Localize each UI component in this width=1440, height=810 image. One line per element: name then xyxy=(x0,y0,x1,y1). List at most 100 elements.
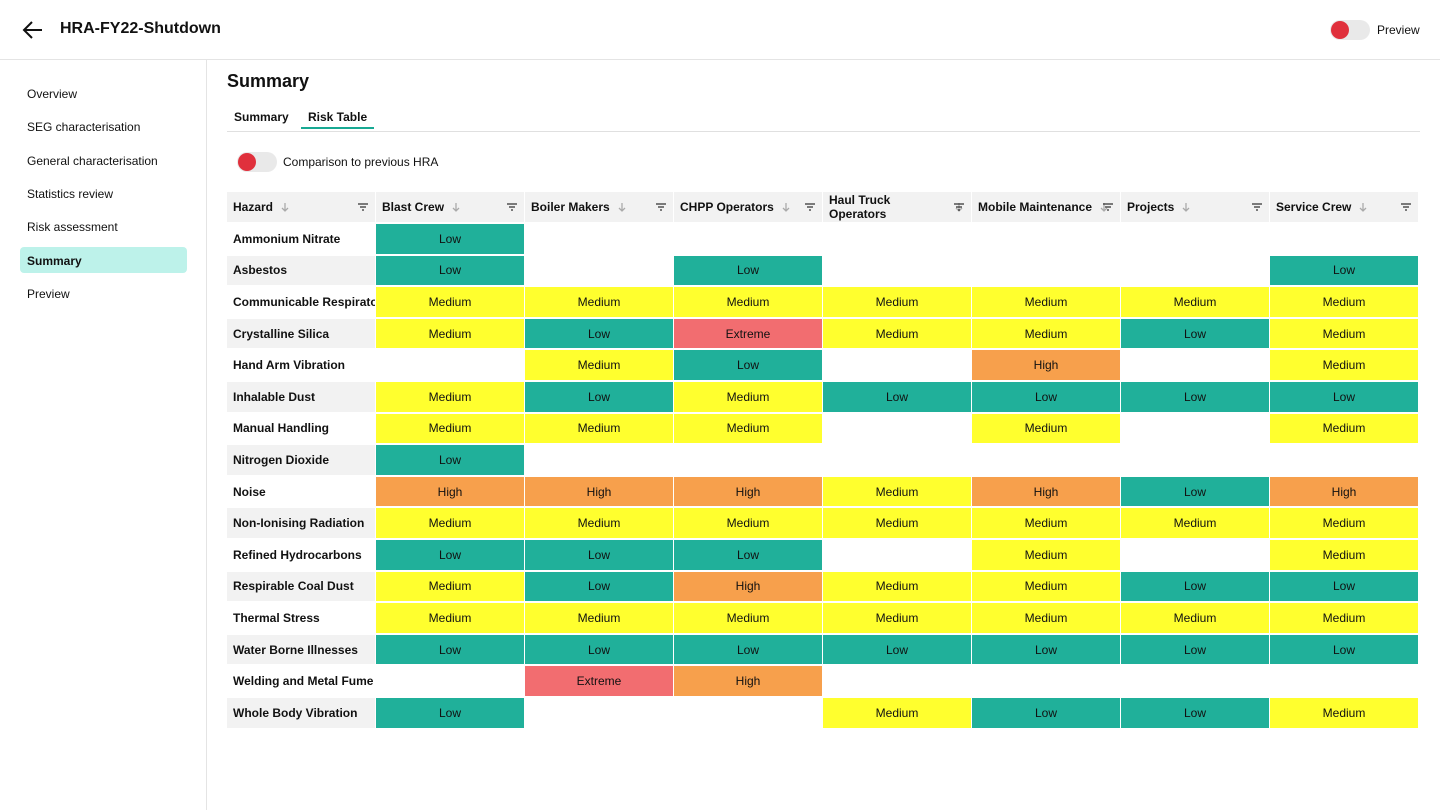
nav-item[interactable]: Risk assessment xyxy=(27,220,118,235)
hazard-name: Hand Arm Vibration xyxy=(233,358,346,373)
risk-cell: Low xyxy=(525,634,673,665)
column-header[interactable]: Hazard xyxy=(227,192,375,222)
sort-icon[interactable] xyxy=(450,202,462,212)
filter-icon[interactable] xyxy=(1251,202,1263,212)
column-header[interactable]: Mobile Maintenance xyxy=(972,192,1120,222)
risk-cell: High xyxy=(972,350,1120,380)
column-name: Boiler Makers xyxy=(531,200,610,214)
sidebar: Overview SEG characterisation General char… xyxy=(0,60,207,810)
risk-cell: Medium xyxy=(1270,287,1418,317)
risk-cell: Low xyxy=(1121,318,1269,349)
sort-icon[interactable] xyxy=(616,202,628,212)
nav-item[interactable]: Statistics review xyxy=(27,186,114,201)
risk-cell xyxy=(823,666,971,696)
column-header[interactable]: Boiler Makers xyxy=(525,192,673,222)
filter-icon[interactable] xyxy=(506,202,518,212)
risk-cell: Low xyxy=(1121,381,1269,412)
filter-icon[interactable] xyxy=(804,202,816,212)
risk-cell xyxy=(972,256,1120,286)
filter-icon[interactable] xyxy=(1102,202,1114,212)
risk-cell xyxy=(1121,414,1269,444)
hazard-name: Nitrogen Dioxide xyxy=(227,445,375,475)
risk-cell xyxy=(823,414,971,444)
risk-cell xyxy=(823,445,971,475)
hazard-name: Non-Ionising Radiation xyxy=(227,508,375,538)
nav-item[interactable]: Overview xyxy=(27,87,78,101)
risk-cell: Medium xyxy=(525,413,673,444)
preview-toggle[interactable] xyxy=(1330,20,1370,40)
filter-icon[interactable] xyxy=(953,202,965,212)
risk-cell: Medium xyxy=(525,350,673,380)
hazard-name: Crystalline Silica xyxy=(227,318,375,349)
risk-cell: Medium xyxy=(823,603,971,633)
risk-cell: Low xyxy=(972,381,1120,412)
risk-cell: Medium xyxy=(376,318,524,349)
risk-cell: Low xyxy=(1121,697,1269,728)
risk-cell: Low xyxy=(972,697,1120,728)
risk-cell: Medium xyxy=(525,603,673,633)
risk-cell: Medium xyxy=(376,287,524,317)
risk-cell: Low xyxy=(823,634,971,665)
risk-cell: Medium xyxy=(674,413,822,444)
risk-cell: Low xyxy=(1270,571,1418,602)
comparison-label: Comparison to previous HRA xyxy=(283,155,439,169)
risk-cell: Medium xyxy=(376,571,524,602)
risk-cell: Medium xyxy=(823,318,971,349)
risk-cell: Low xyxy=(1121,634,1269,665)
risk-cell: Low xyxy=(376,539,524,570)
column-header[interactable]: Haul Truck Operators xyxy=(823,192,971,222)
risk-cell: Extreme xyxy=(525,666,673,696)
comparison-toggle[interactable] xyxy=(237,152,277,172)
risk-cell: Medium xyxy=(972,571,1120,602)
column-header[interactable]: Projects xyxy=(1121,192,1269,222)
risk-cell xyxy=(525,256,673,286)
risk-cell: Medium xyxy=(525,287,673,317)
risk-cell: Medium xyxy=(972,318,1120,349)
nav-item[interactable]: Preview xyxy=(27,286,70,301)
hazard-name: Welding and Metal Fume xyxy=(233,674,374,689)
risk-cell xyxy=(674,224,822,254)
risk-cell: Medium xyxy=(1270,413,1418,444)
hazard-name: Refined Hydrocarbons xyxy=(233,547,362,562)
report-title: HRA-FY22-Shutdown xyxy=(60,20,221,37)
risk-cell: Low xyxy=(376,697,524,728)
hazard-name: Thermal Stress xyxy=(233,610,320,625)
sort-icon[interactable] xyxy=(1357,202,1369,212)
filter-icon[interactable] xyxy=(357,202,369,212)
column-header[interactable]: CHPP Operators xyxy=(674,192,822,222)
nav-item[interactable]: SEG characterisation xyxy=(27,120,141,135)
nav-item[interactable]: Summary xyxy=(20,246,187,273)
risk-cell: Low xyxy=(674,634,822,665)
risk-cell: Low xyxy=(525,571,673,602)
sort-icon[interactable] xyxy=(1180,202,1192,212)
filter-icon[interactable] xyxy=(655,202,667,212)
column-header[interactable]: Service Crew xyxy=(1270,192,1418,222)
risk-cell xyxy=(376,666,524,696)
risk-cell: Medium xyxy=(972,287,1120,317)
tab[interactable]: Risk Table xyxy=(301,108,375,129)
filter-icon[interactable] xyxy=(1400,202,1412,212)
sort-icon[interactable] xyxy=(780,202,792,212)
risk-cell: Medium xyxy=(972,508,1120,538)
risk-cell: High xyxy=(1270,476,1418,507)
risk-cell: Medium xyxy=(972,539,1120,570)
risk-cell xyxy=(525,224,673,254)
risk-cell: High xyxy=(674,476,822,507)
risk-cell: Medium xyxy=(1270,697,1418,728)
risk-cell: Medium xyxy=(823,697,971,728)
back-button[interactable] xyxy=(22,19,44,41)
nav-item[interactable]: General characterisation xyxy=(27,153,158,168)
sort-icon[interactable] xyxy=(279,202,291,212)
risk-cell: Low xyxy=(1121,571,1269,602)
risk-cell: Medium xyxy=(376,413,524,444)
hazard-name: Asbestos xyxy=(227,255,375,286)
hazard-name: Manual Handling xyxy=(233,421,329,436)
risk-cell: Low xyxy=(674,539,822,570)
risk-cell: Medium xyxy=(674,508,822,538)
risk-cell xyxy=(1121,256,1269,286)
risk-cell: Medium xyxy=(823,508,971,538)
column-header[interactable]: Blast Crew xyxy=(376,192,524,222)
risk-cell: Low xyxy=(1270,381,1418,412)
tab[interactable]: Summary xyxy=(234,110,289,124)
